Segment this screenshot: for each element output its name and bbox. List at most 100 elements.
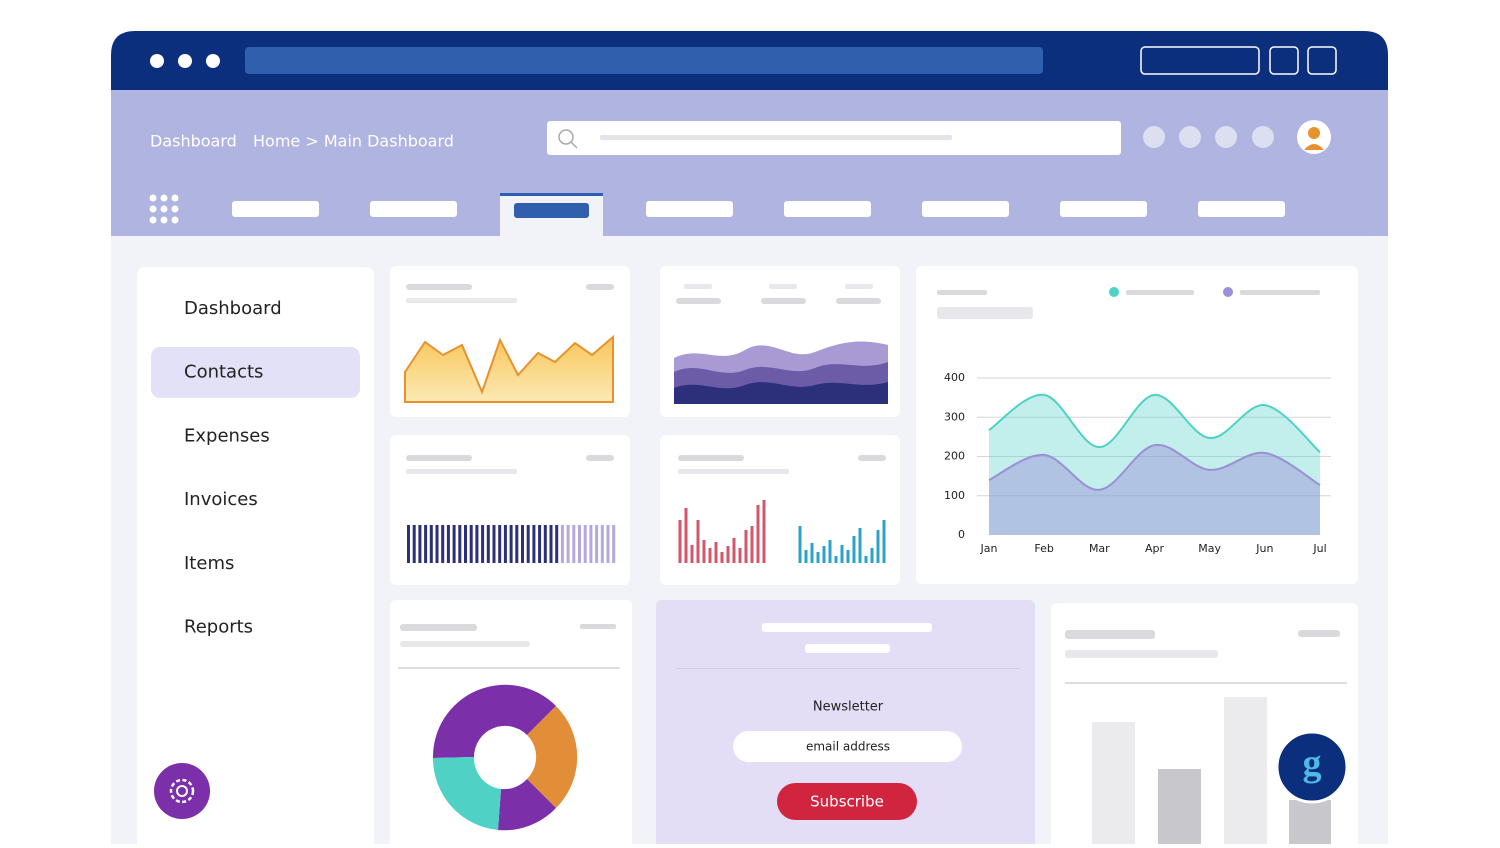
mini-wave-chart [674, 341, 888, 404]
search-icon [558, 129, 574, 145]
url-bar[interactable] [245, 47, 1043, 74]
y-tick-label: 100 [944, 489, 965, 502]
stripe [464, 525, 467, 563]
settings-button[interactable] [154, 763, 210, 819]
stripe [572, 525, 576, 563]
mini-area-chart [404, 334, 614, 403]
window-dot[interactable] [150, 54, 164, 68]
y-tick-label: 0 [958, 528, 965, 541]
stripe [469, 525, 473, 563]
area-line [988, 393, 1321, 453]
stripe [583, 525, 587, 563]
mini-column-chart [1092, 697, 1331, 848]
area-line [988, 444, 1321, 491]
window-dot[interactable] [206, 54, 220, 68]
window-button[interactable] [1140, 46, 1260, 75]
sidebar-item[interactable]: Reports [184, 617, 253, 638]
apps-dot[interactable] [171, 216, 179, 224]
x-tick-label: Jul [1312, 542, 1326, 555]
stripe [606, 525, 610, 563]
window-dot[interactable] [178, 54, 192, 68]
sidebar-item[interactable]: Items [184, 553, 234, 574]
logo-badge[interactable] [1275, 730, 1349, 804]
email-placeholder: email address [806, 740, 890, 754]
y-tick-label: 200 [944, 450, 965, 463]
area-fill [989, 444, 1320, 535]
stripe [452, 525, 456, 563]
apps-dot[interactable] [160, 194, 168, 202]
x-tick-label: Apr [1145, 542, 1165, 555]
y-tick-label: 400 [944, 371, 965, 384]
stripe [526, 525, 530, 563]
placeholder-text [398, 284, 1347, 684]
stripe [515, 525, 519, 563]
stripe [538, 525, 542, 563]
stripe [481, 525, 485, 563]
newsletter-title: Newsletter [813, 700, 884, 715]
subscribe-button[interactable] [777, 783, 917, 820]
stripe [492, 525, 496, 563]
stripe [543, 525, 547, 563]
stripe [503, 525, 507, 563]
stripe [435, 525, 439, 563]
stripe [595, 525, 599, 563]
main-chart: 0 100 200 300 400 Jan Feb Mar Apr May Jun Jul [944, 371, 1331, 555]
apps-dot[interactable] [149, 194, 157, 202]
stripe [441, 525, 445, 563]
apps-dot[interactable] [171, 194, 179, 202]
stripe [600, 525, 604, 563]
x-tick-label: Jun [1255, 542, 1273, 555]
apps-dot[interactable] [149, 205, 157, 213]
x-tick-label: May [1198, 542, 1221, 555]
stripe [532, 525, 536, 563]
stripe [418, 525, 422, 563]
stripe [429, 525, 433, 563]
y-tick-label: 300 [944, 410, 965, 423]
stripe [475, 525, 479, 563]
x-tick-label: Feb [1034, 542, 1053, 555]
stripe [560, 525, 564, 563]
apps-dot[interactable] [160, 216, 168, 224]
x-tick-label: Jan [980, 542, 998, 555]
active-item [151, 347, 360, 398]
mini-bar-chart [798, 520, 886, 563]
breadcrumb-path[interactable]: Home > Main Dashboard [253, 132, 454, 151]
apps-dot[interactable] [160, 205, 168, 213]
sidebar [137, 267, 374, 848]
mini-stripe-chart [407, 525, 616, 563]
sidebar-item[interactable]: Dashboard [184, 298, 282, 319]
breadcrumb-title[interactable]: Dashboard [150, 132, 237, 151]
app-header [111, 90, 1388, 236]
stripe [566, 525, 570, 563]
apps-dot[interactable] [149, 216, 157, 224]
area-fill [989, 394, 1320, 535]
header-icons[interactable] [1143, 126, 1274, 148]
stripe [446, 525, 450, 563]
window-button[interactable] [1269, 46, 1299, 75]
stripe [612, 525, 616, 563]
subscribe-label[interactable]: Subscribe [810, 793, 884, 811]
apps-grid[interactable] [149, 194, 179, 224]
donut-chart [432, 684, 578, 831]
stripe [521, 525, 524, 563]
stripe [555, 525, 559, 563]
stripe [509, 525, 513, 563]
stripe [412, 525, 416, 563]
stripe [498, 525, 502, 563]
sidebar-item[interactable]: Expenses [184, 425, 270, 446]
stripe [424, 525, 428, 563]
stripe [486, 525, 490, 563]
apps-dot[interactable] [171, 205, 179, 213]
sidebar-item[interactable]: Invoices [184, 489, 258, 510]
svg-text:g: g [1303, 743, 1322, 785]
stripe [549, 525, 553, 563]
x-tick-label: Mar [1089, 542, 1110, 555]
window-button[interactable] [1307, 46, 1337, 75]
stripe [578, 525, 581, 563]
nav-tabs[interactable] [232, 201, 1285, 217]
email-input[interactable] [733, 731, 962, 762]
stripe [589, 525, 593, 563]
sidebar-item[interactable]: Contacts [184, 362, 263, 383]
